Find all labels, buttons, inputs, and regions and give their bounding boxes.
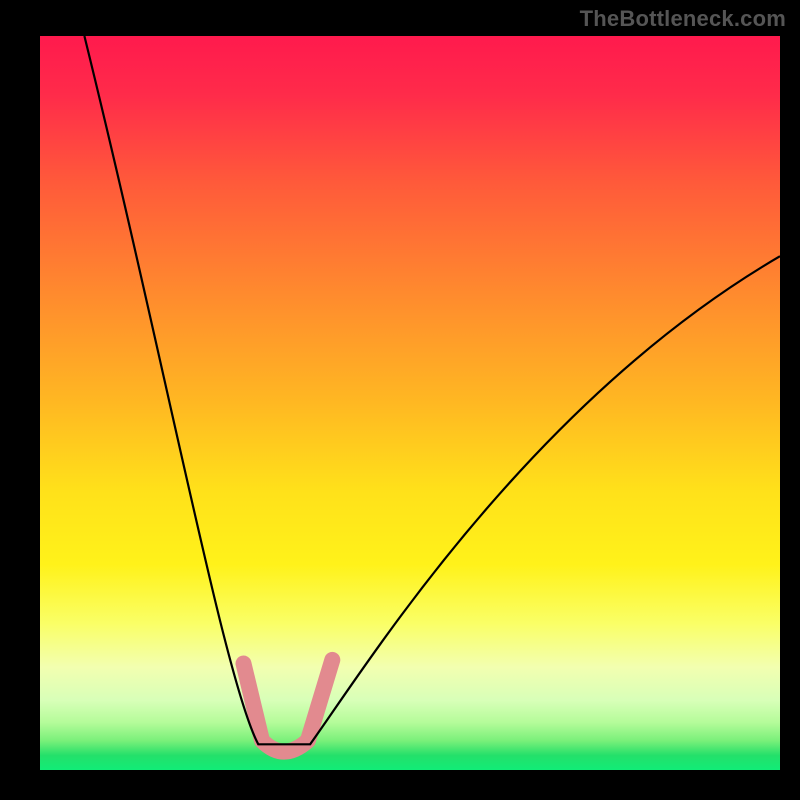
outer-frame: TheBottleneck.com xyxy=(0,0,800,800)
watermark-text: TheBottleneck.com xyxy=(580,6,786,32)
plot-background xyxy=(40,36,780,770)
bottleneck-chart xyxy=(0,0,800,800)
